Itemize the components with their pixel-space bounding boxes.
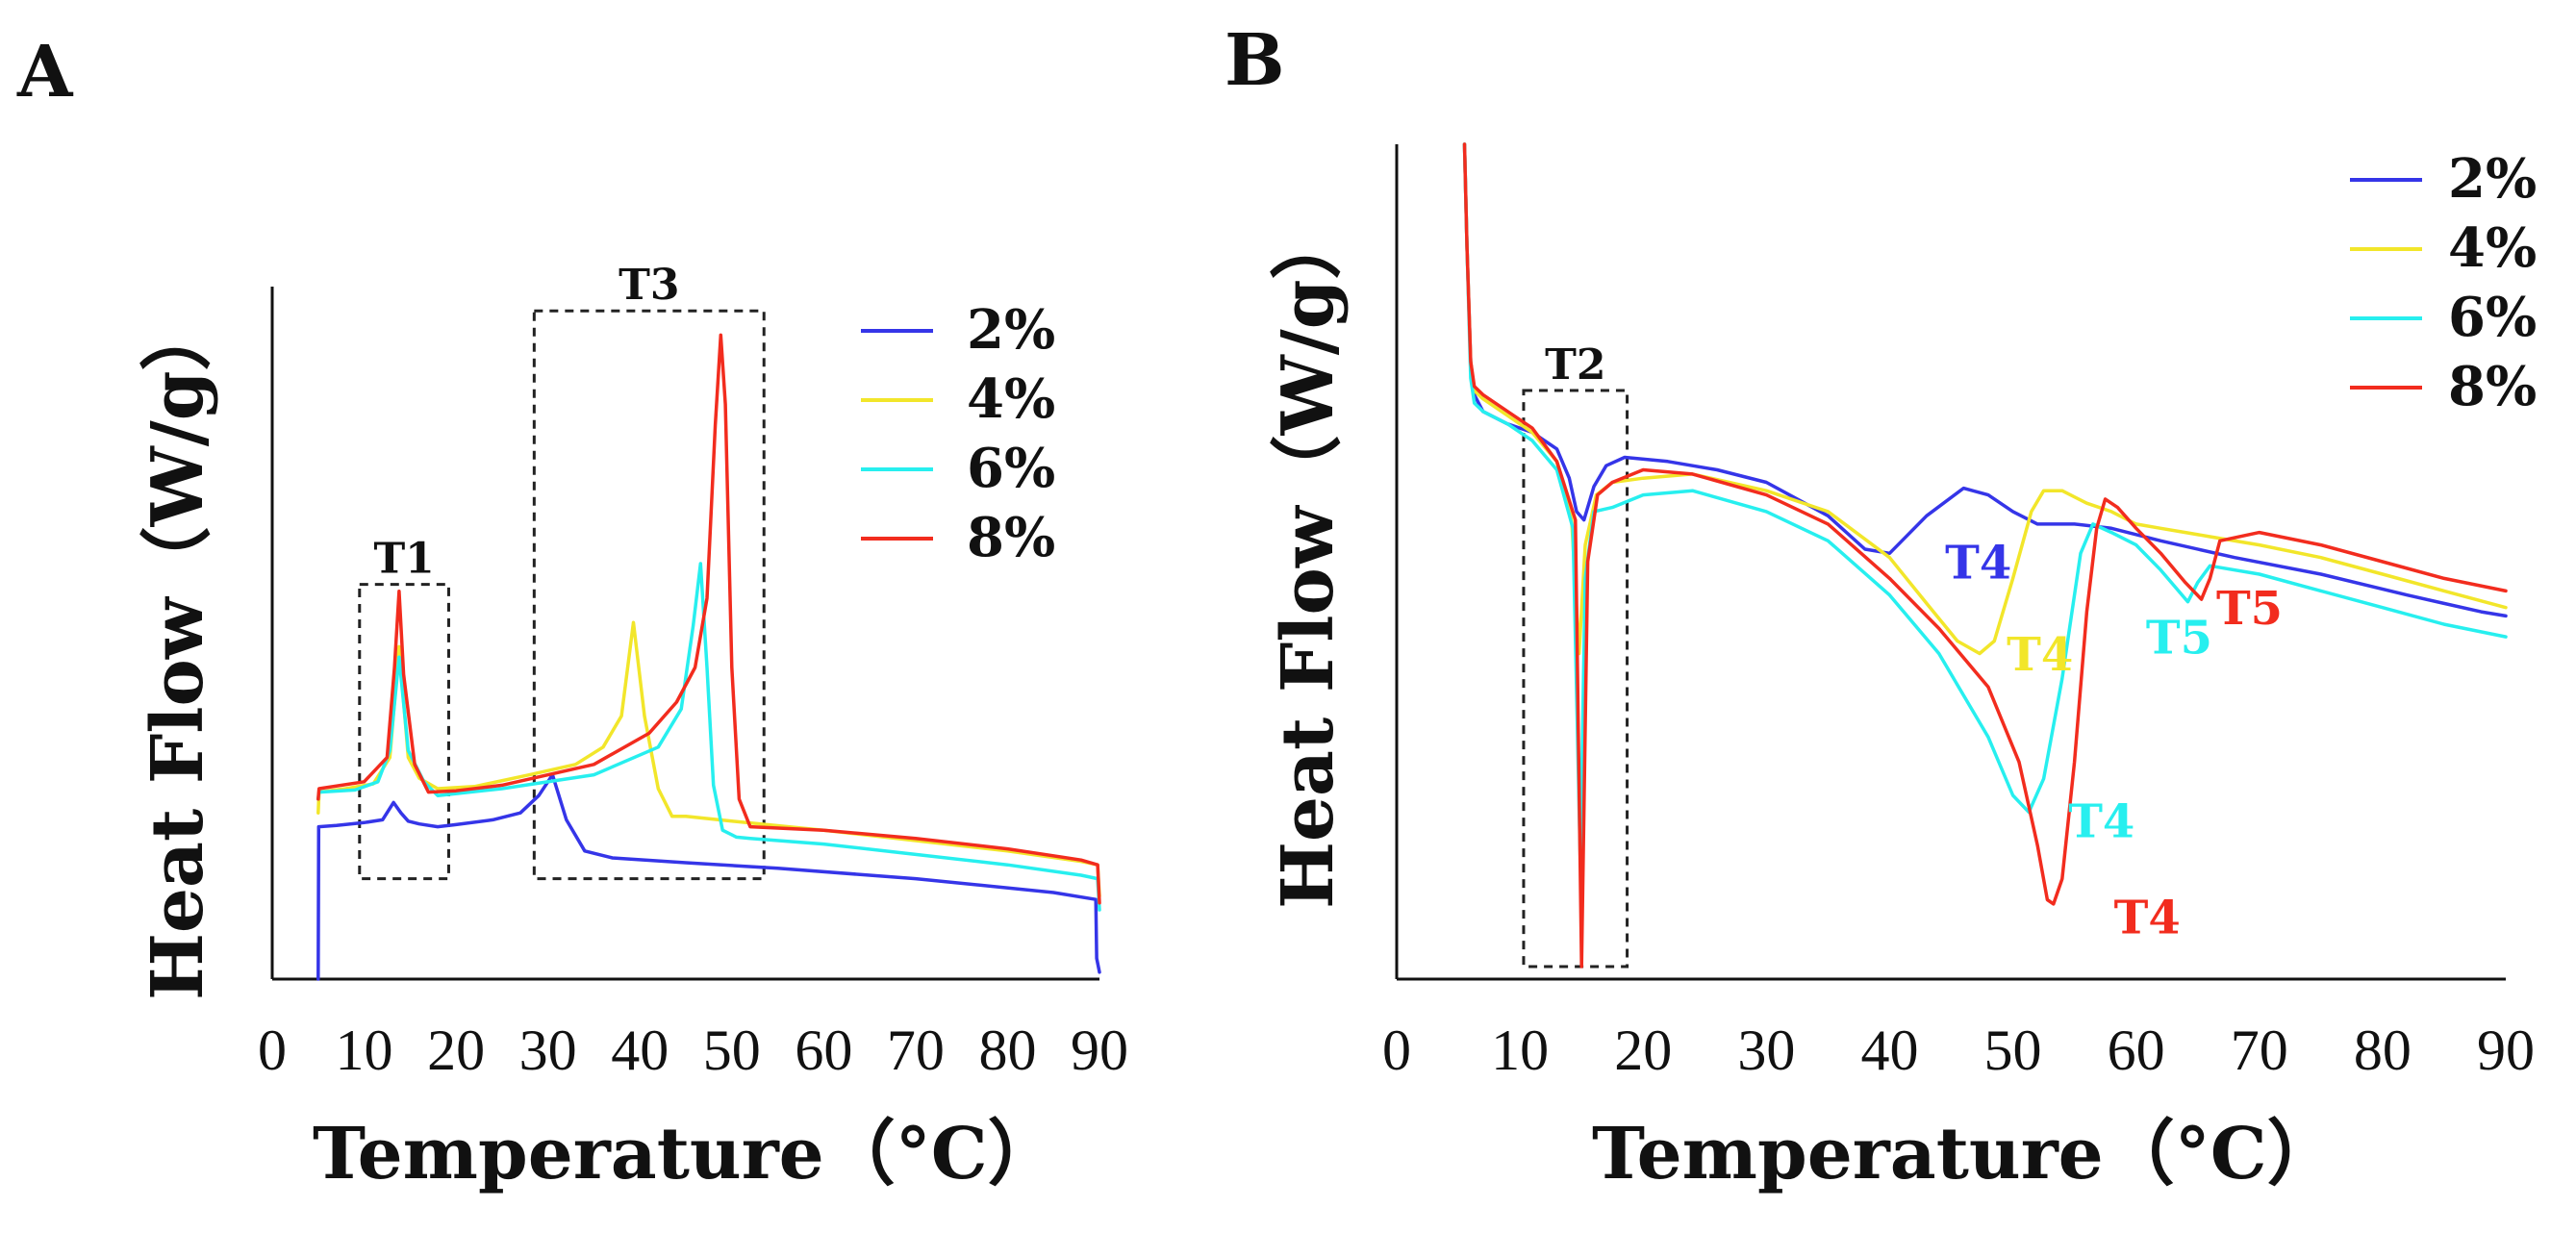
series-line-2pct: [316, 772, 1101, 981]
svg-text:Heat Flow（W/g）: Heat Flow（W/g）: [1267, 209, 1350, 909]
series-line-4pct: [316, 620, 1101, 898]
annotation-t5: T5: [2146, 611, 2212, 665]
legend-label: 2%: [2448, 147, 2537, 211]
panel-a: A T1 T3 0 10 20 30 40 50 60 70 80 90 Heat Flow（W/g…: [16, 31, 1128, 1195]
boxes-b: T2: [1522, 340, 1629, 969]
x-tick-label: 20: [427, 1019, 485, 1082]
annotation-t4: T4: [2114, 891, 2181, 944]
x-tick-label: 80: [978, 1019, 1036, 1082]
x-tick-label: 0: [258, 1019, 287, 1082]
x-tick-label: 40: [1860, 1019, 1918, 1082]
legend-b: 2%4%6%8%: [2350, 147, 2537, 418]
series-line-6pct: [1462, 142, 2508, 865]
xlabel-unit-b: （°C）: [2104, 1113, 2338, 1195]
x-tick-label: 50: [1984, 1019, 2042, 1082]
xlabel-a: Temperature: [313, 1113, 824, 1195]
legend-a: 2%4%6%8%: [861, 298, 1055, 569]
xlabel-unit-a: （°C）: [824, 1113, 1059, 1195]
legend-label: 8%: [2448, 355, 2537, 418]
region-box-t1: [358, 583, 450, 881]
series-line-8pct: [1462, 142, 2508, 969]
ylabel-unit-b: （W/g）: [1267, 209, 1350, 507]
annotation-t4: T4: [2007, 628, 2073, 682]
x-axis-title-b: Temperature（°C）: [1592, 1113, 2338, 1195]
x-tick-label: 90: [2477, 1019, 2535, 1082]
x-tick-label: 90: [1071, 1019, 1128, 1082]
x-tick-label: 20: [1614, 1019, 1672, 1082]
region-label-t1: T1: [373, 535, 434, 584]
series-line-4pct: [1462, 142, 2508, 656]
y-axis-title-a: Heat Flow（W/g）: [137, 300, 219, 1000]
annotation-t5: T5: [2216, 582, 2283, 636]
series-line-6pct: [316, 562, 1101, 912]
series-group-a: [316, 333, 1101, 981]
legend-label: 6%: [2448, 286, 2537, 349]
svg-text:Heat Flow（W/g）: Heat Flow（W/g）: [137, 300, 219, 1000]
x-tick-labels-a: 0 10 20 30 40 50 60 70 80 90: [258, 1019, 1128, 1082]
x-tick-label: 60: [2108, 1019, 2165, 1082]
xlabel-b: Temperature: [1592, 1113, 2104, 1195]
panel-label-b: B: [1225, 19, 1285, 102]
x-tick-label: 40: [611, 1019, 669, 1082]
region-label-t3: T3: [619, 261, 679, 310]
legend-label: 2%: [967, 298, 1055, 362]
legend-label: 4%: [2448, 216, 2537, 280]
boxes-a: T1 T3: [358, 261, 766, 881]
y-axis-title-b: Heat Flow（W/g）: [1267, 209, 1350, 909]
legend-label: 6%: [967, 437, 1055, 500]
legend-label: 8%: [967, 506, 1055, 569]
x-tick-label: 0: [1382, 1019, 1411, 1082]
panel-label-a: A: [16, 31, 74, 113]
x-tick-labels-b: 0 10 20 30 40 50 60 70 80 90: [1382, 1019, 2535, 1082]
x-tick-label: 70: [887, 1019, 945, 1082]
region-box-t2: [1522, 389, 1629, 969]
x-tick-label: 30: [519, 1019, 577, 1082]
x-tick-label: 80: [2354, 1019, 2412, 1082]
x-tick-label: 50: [703, 1019, 761, 1082]
legend-label: 4%: [967, 367, 1055, 431]
ylabel-a: Heat Flow: [137, 595, 219, 1000]
x-tick-label: 30: [1737, 1019, 1795, 1082]
region-box-t3: [532, 309, 766, 881]
x-tick-label: 70: [2231, 1019, 2288, 1082]
series-line-8pct: [316, 333, 1101, 905]
x-tick-label: 10: [336, 1019, 393, 1082]
plot-area-a: T1 T3: [270, 261, 1101, 981]
x-axis-title-a: Temperature（°C）: [313, 1113, 1059, 1195]
series-group-b: [1462, 142, 2508, 969]
annotation-t4: T4: [2068, 794, 2134, 848]
ylabel-unit-a: （W/g）: [137, 300, 219, 598]
region-label-t2: T2: [1545, 340, 1605, 390]
x-tick-label: 60: [795, 1019, 852, 1082]
annotation-t4: T4: [1945, 536, 2011, 590]
ylabel-b: Heat Flow: [1267, 504, 1350, 909]
x-tick-label: 10: [1491, 1019, 1549, 1082]
